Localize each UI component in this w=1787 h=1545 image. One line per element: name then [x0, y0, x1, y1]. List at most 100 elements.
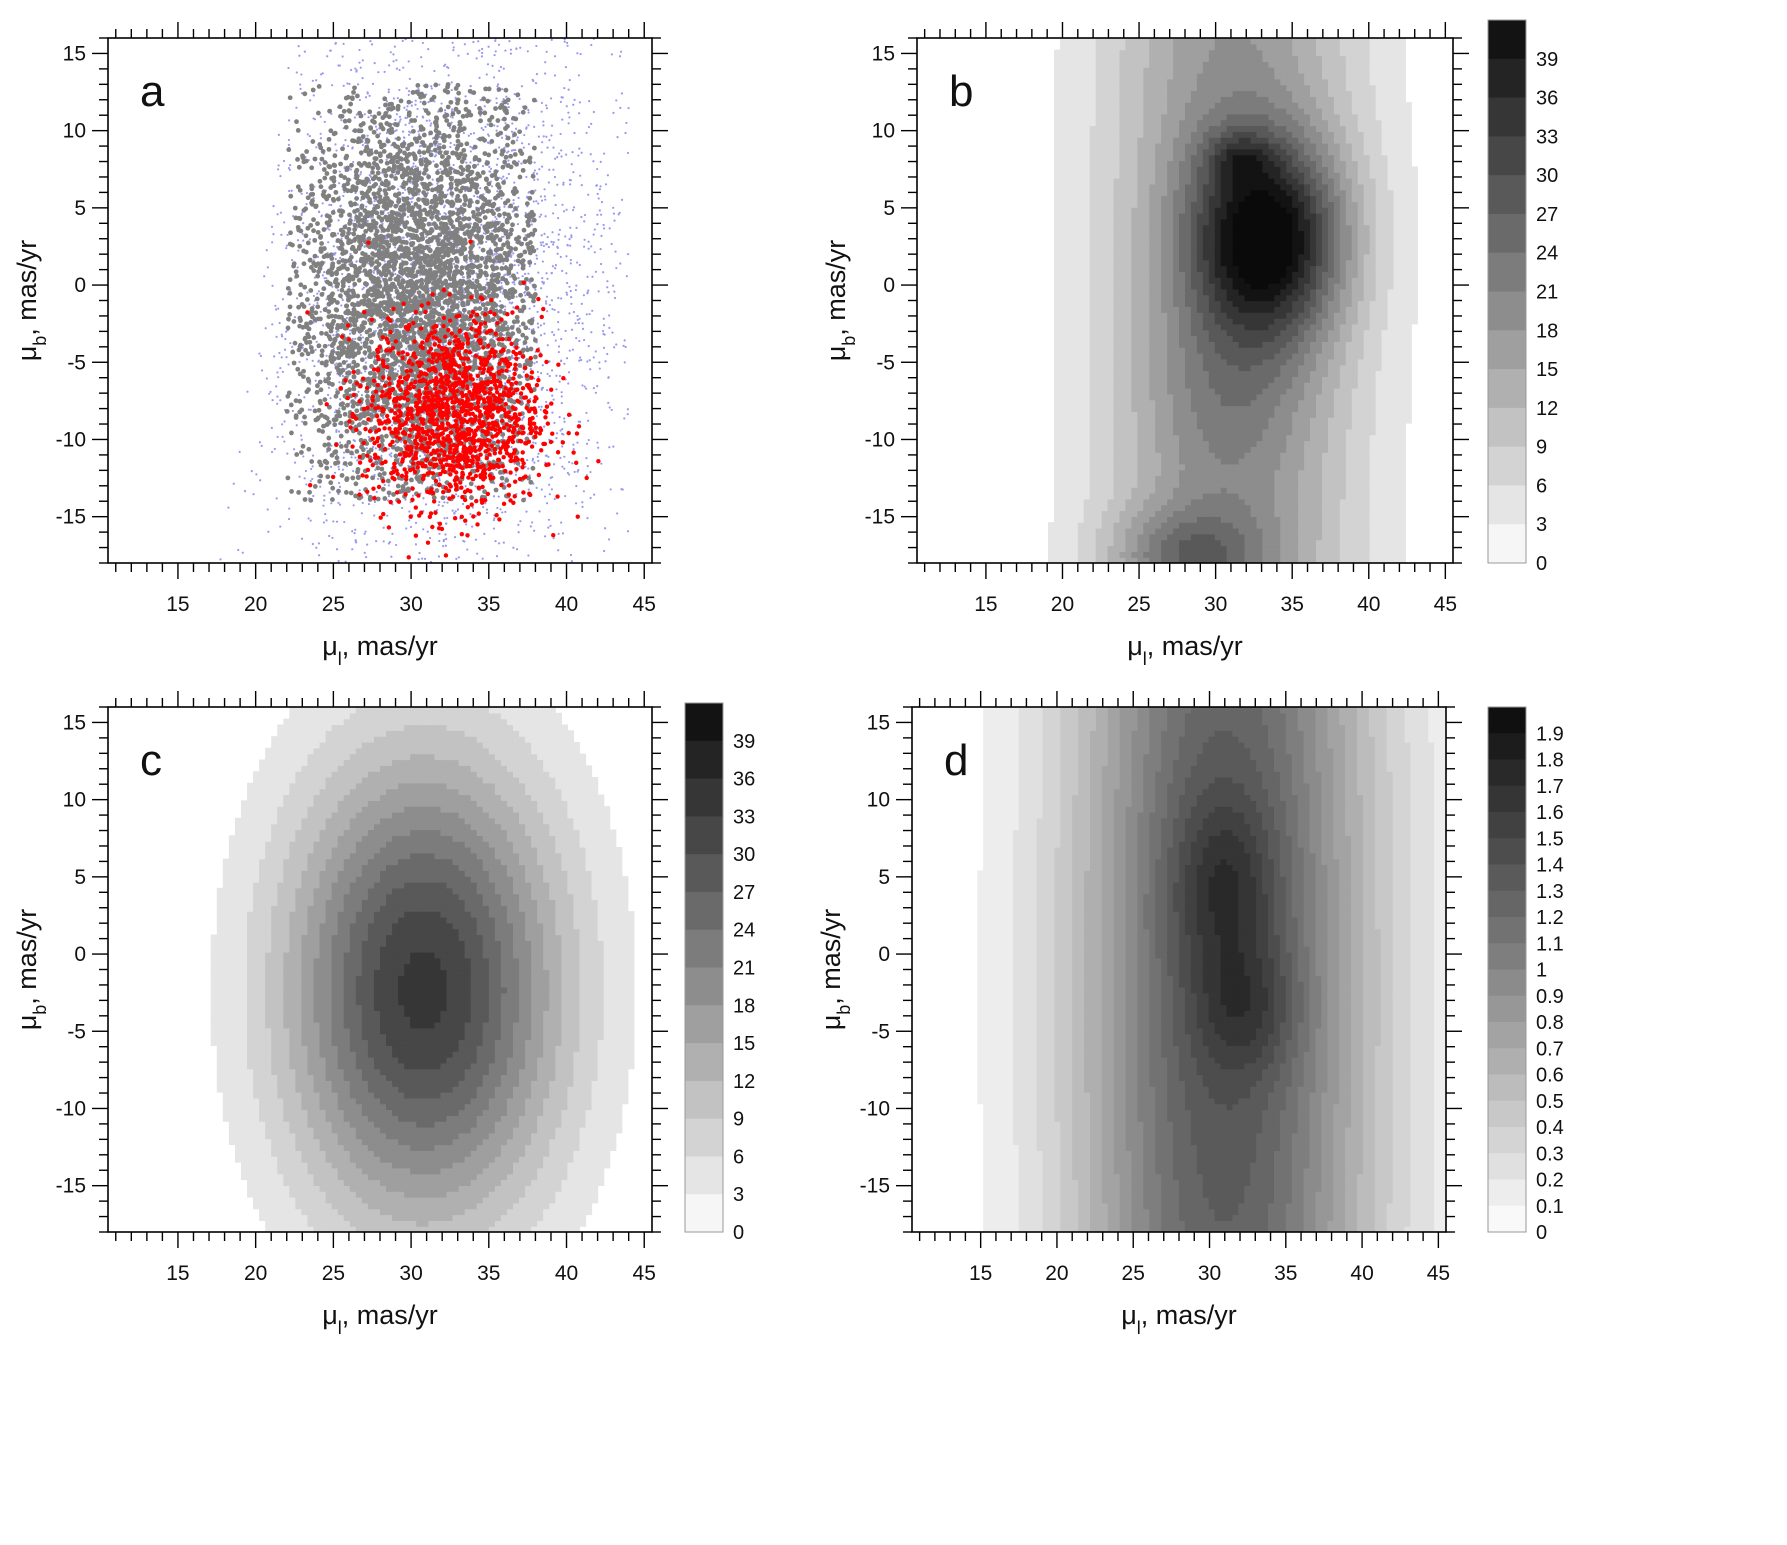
scatter-point — [602, 227, 606, 230]
scatter-point — [557, 233, 560, 236]
scatter-point — [481, 557, 484, 560]
scatter-point — [627, 253, 630, 256]
scatter-point — [471, 506, 474, 509]
scatter-point — [610, 408, 613, 412]
scatter-point — [477, 40, 480, 43]
scatter-point — [291, 345, 294, 348]
scatter-point — [570, 302, 573, 305]
scatter-point — [445, 495, 448, 498]
scatter-point — [401, 506, 404, 510]
scatter-point — [255, 473, 258, 476]
scatter-point — [573, 131, 576, 135]
scatter-point — [349, 168, 353, 171]
scatter-point — [592, 110, 595, 114]
scatter-point — [487, 141, 490, 144]
scatter-point — [539, 408, 542, 411]
scatter-point — [517, 531, 520, 534]
scatter-point — [372, 114, 377, 120]
scatter-point — [594, 270, 598, 273]
scatter-point — [486, 63, 490, 66]
scatter-point — [481, 164, 485, 168]
scatter-point — [519, 520, 522, 523]
scatter-point — [354, 539, 357, 542]
scatter-point — [365, 447, 368, 450]
scatter-point — [295, 71, 298, 74]
scatter-point — [293, 448, 296, 451]
scatter-point — [333, 411, 337, 414]
scatter-point — [410, 90, 416, 95]
scatter-point — [287, 517, 291, 521]
scatter-point — [335, 330, 338, 333]
scatter-point — [607, 538, 611, 541]
scatter-point — [422, 528, 425, 531]
scatter-point — [361, 59, 364, 62]
scatter-point — [595, 184, 599, 187]
scatter-point — [512, 148, 515, 152]
scatter-point — [603, 152, 606, 155]
scatter-point — [534, 442, 537, 445]
scatter-point — [348, 82, 351, 86]
scatter-point — [509, 255, 513, 258]
scatter-point — [361, 143, 364, 147]
scatter-point — [580, 302, 583, 305]
scatter-point — [285, 285, 291, 291]
scatter-point — [540, 488, 543, 491]
scatter-point — [321, 286, 327, 292]
scatter-point — [283, 348, 287, 351]
scatter-point — [535, 486, 538, 489]
scatter-point — [530, 329, 536, 335]
scatter-point — [394, 443, 397, 446]
scatter-point — [603, 549, 606, 553]
scatter-point — [308, 303, 311, 306]
scatter-point — [602, 346, 606, 349]
scatter-point — [559, 132, 562, 136]
scatter-point — [369, 216, 373, 219]
scatter-point — [561, 118, 564, 121]
scatter-point — [568, 116, 571, 119]
scatter-point — [295, 106, 298, 109]
scatter-point — [489, 167, 493, 170]
scatter-point — [263, 275, 266, 278]
scatter-point — [395, 113, 399, 116]
scatter-point — [576, 52, 579, 55]
scatter-point — [321, 202, 324, 205]
scatter-point — [501, 511, 504, 514]
scatter-point — [552, 333, 556, 336]
scatter-point — [485, 374, 488, 377]
scatter-point — [378, 132, 382, 135]
scatter-point — [367, 370, 373, 376]
scatter-point — [482, 215, 488, 220]
scatter-point — [423, 557, 427, 560]
scatter-point — [368, 173, 371, 177]
scatter-point — [503, 146, 506, 149]
scatter-point — [431, 483, 434, 487]
scatter-point — [606, 352, 609, 356]
scatter-point — [528, 346, 534, 352]
scatter-point — [566, 41, 569, 44]
scatter-point — [331, 536, 334, 540]
scatter-point — [542, 124, 545, 127]
scatter-point — [421, 132, 427, 138]
scatter-point — [308, 238, 311, 241]
scatter-point — [486, 133, 490, 136]
scatter-point — [409, 263, 412, 266]
scatter-point — [483, 105, 486, 108]
scatter-point — [364, 357, 367, 360]
scatter-point — [569, 183, 572, 186]
scatter-point — [354, 408, 360, 414]
scatter-point — [483, 86, 489, 92]
scatter-point — [272, 233, 275, 236]
scatter-point — [426, 530, 429, 533]
scatter-point — [615, 266, 618, 270]
scatter-point — [342, 194, 345, 198]
scatter-point — [479, 256, 485, 261]
scatter-point — [492, 495, 496, 498]
scatter-point — [550, 299, 554, 302]
scatter-point — [556, 183, 559, 186]
scatter-point — [366, 543, 369, 546]
scatter-point — [621, 488, 624, 491]
scatter-point — [485, 98, 491, 104]
scatter-point — [569, 262, 572, 265]
scatter-point — [329, 397, 332, 400]
scatter-point — [393, 296, 396, 299]
